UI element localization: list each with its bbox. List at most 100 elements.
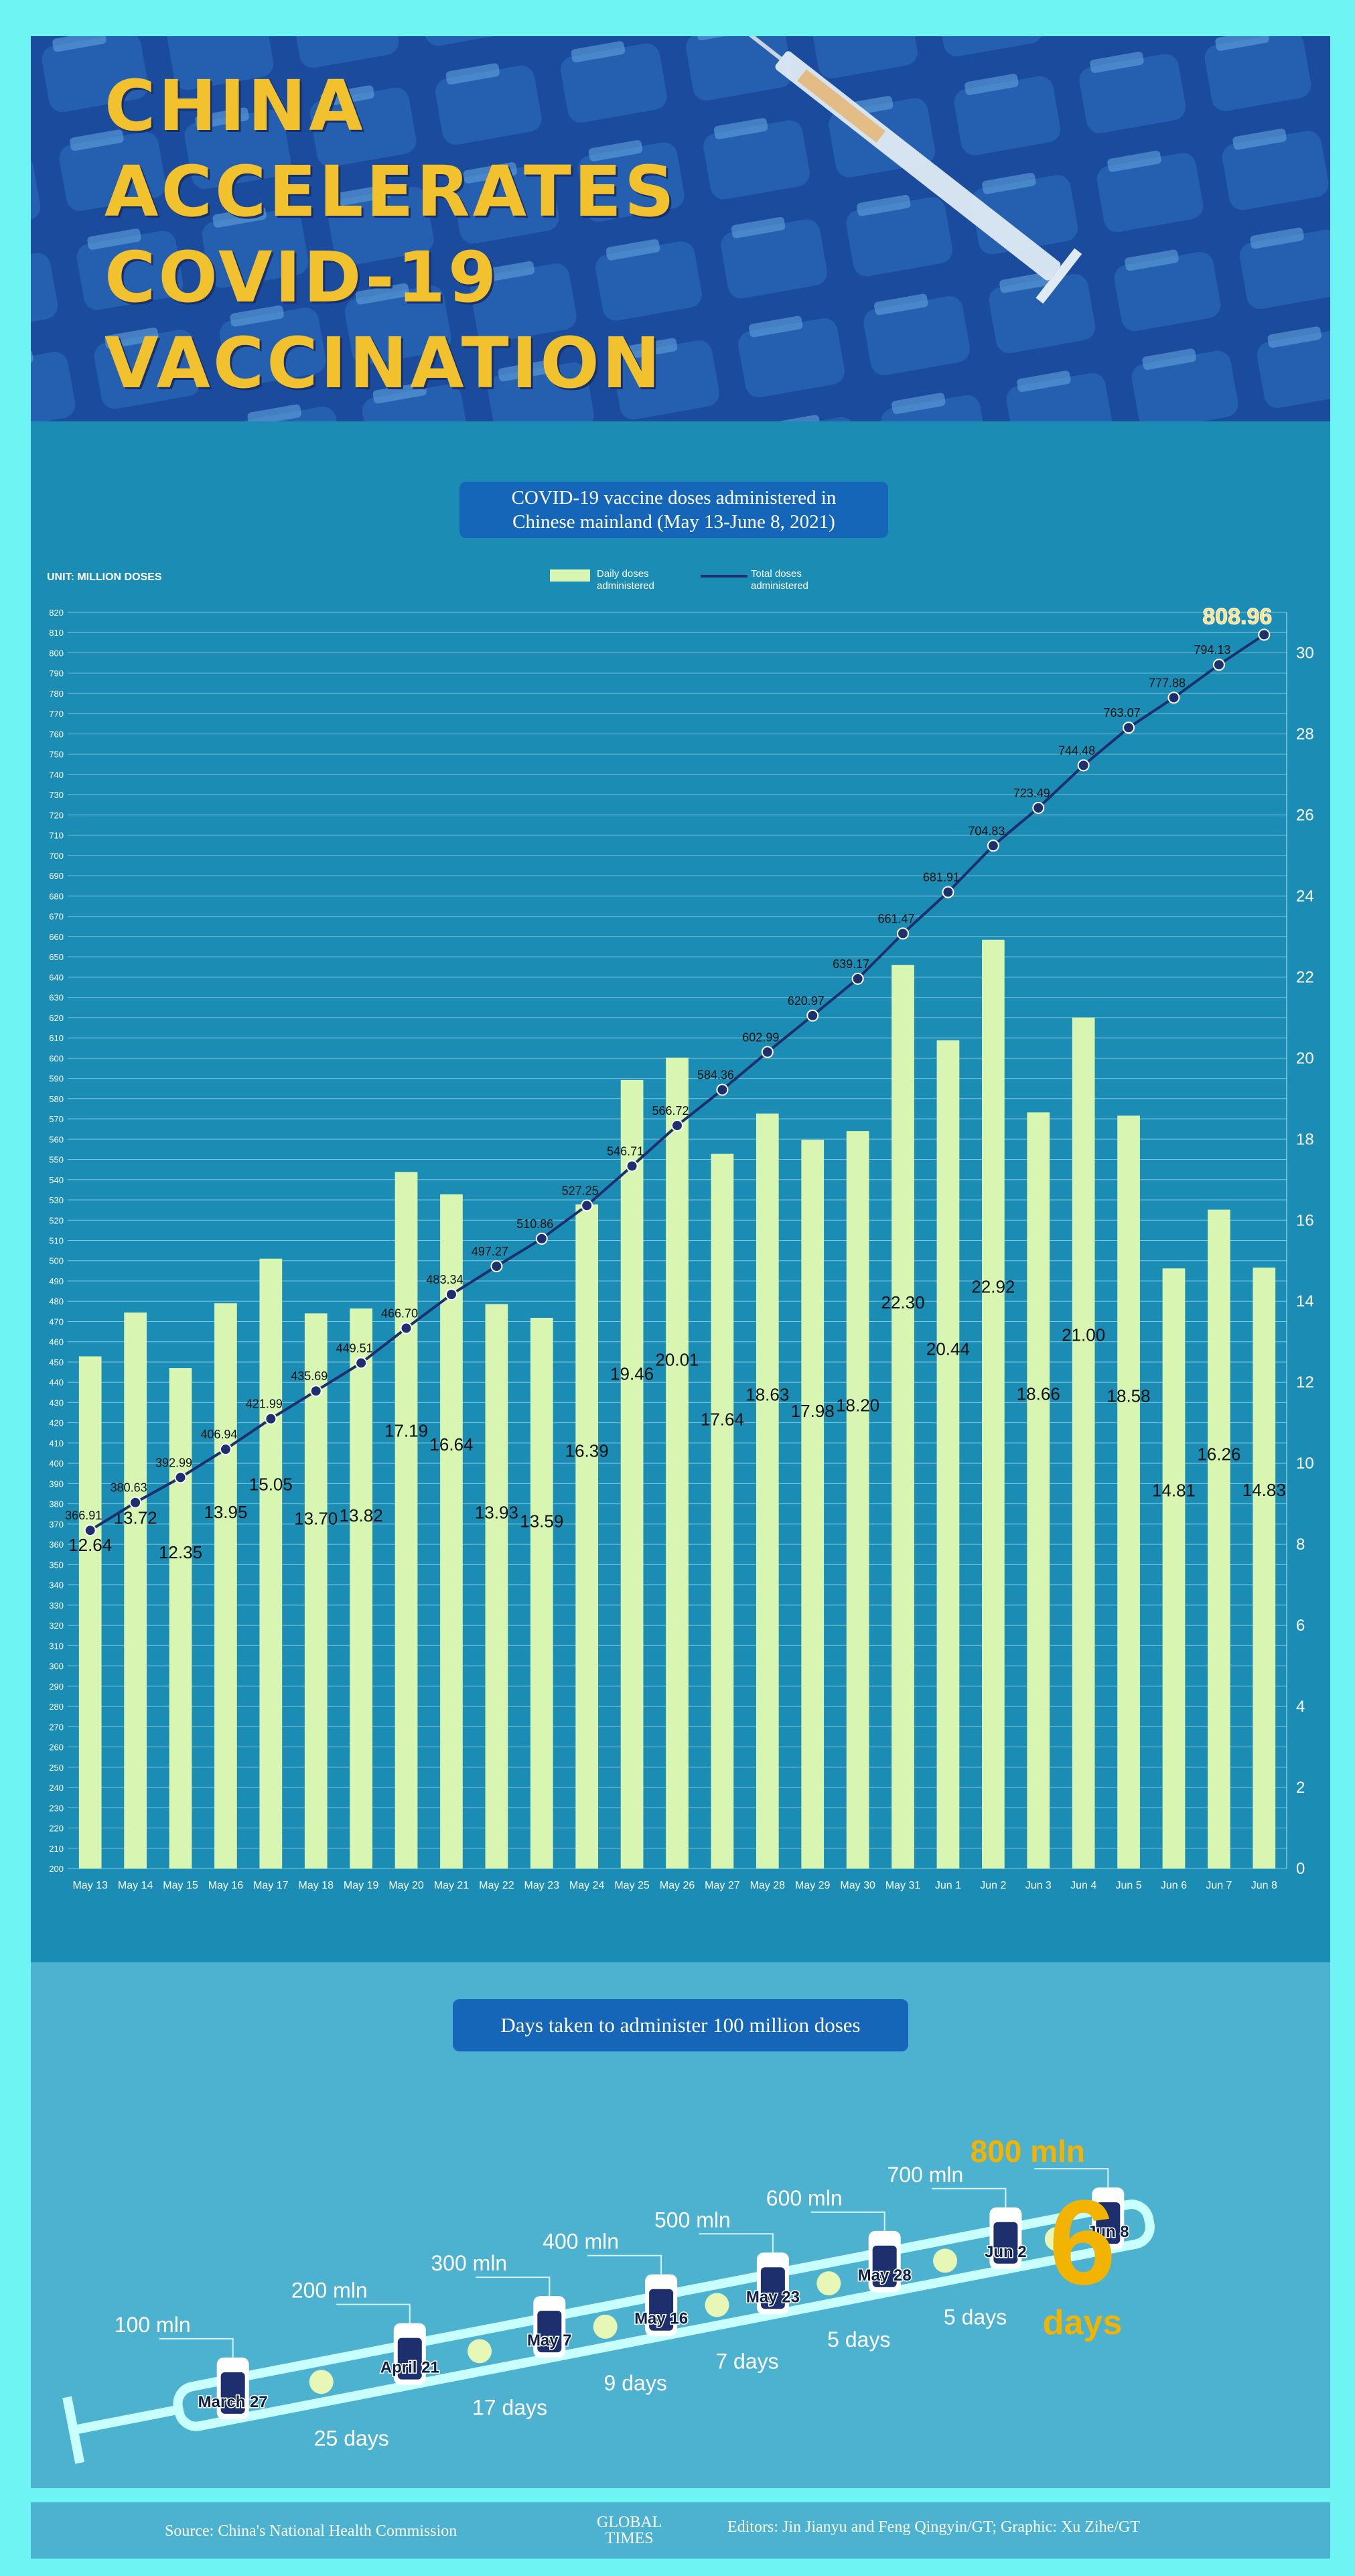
x-tick-label: May 14 xyxy=(118,1880,153,1891)
syringe-icon xyxy=(737,36,1082,304)
left-tick-label: 320 xyxy=(49,1621,64,1631)
left-tick-label: 450 xyxy=(49,1357,64,1367)
daily-value-label: 18.63 xyxy=(745,1384,789,1404)
amount-leader-line xyxy=(476,2277,551,2297)
left-tick-label: 720 xyxy=(49,810,64,820)
total-point xyxy=(851,972,864,985)
daily-value-label: 13.95 xyxy=(204,1502,247,1522)
daily-value-label: 21.00 xyxy=(1062,1325,1105,1345)
left-tick-label: 700 xyxy=(49,851,64,861)
x-tick-label: Jun 5 xyxy=(1116,1880,1142,1891)
daily-value-label: 16.64 xyxy=(429,1434,473,1454)
total-point xyxy=(174,1471,187,1484)
source-text: Source: China's National Health Commissi… xyxy=(165,2522,457,2540)
total-value-label: 584.36 xyxy=(697,1069,734,1082)
total-value-label: 366.91 xyxy=(65,1509,102,1522)
total-highlight-label: 808.96 xyxy=(1202,604,1272,629)
total-point xyxy=(265,1412,277,1425)
total-point xyxy=(355,1357,368,1369)
left-tick-label: 430 xyxy=(49,1398,64,1408)
left-tick-label: 550 xyxy=(49,1155,64,1165)
daily-value-label: 14.81 xyxy=(1152,1481,1196,1501)
daily-value-label: 16.26 xyxy=(1197,1444,1240,1464)
amount-leader-line xyxy=(587,2254,662,2275)
daily-value-label: 17.19 xyxy=(384,1420,428,1440)
vial-fill xyxy=(760,2267,785,2309)
left-tick-label: 570 xyxy=(49,1114,64,1124)
total-point xyxy=(219,1443,232,1456)
daily-bar xyxy=(1253,1268,1276,1869)
total-value-label: 661.47 xyxy=(878,912,915,925)
amount-leader-line xyxy=(1034,2168,1109,2188)
total-value-label: 449.51 xyxy=(336,1341,373,1355)
right-tick-label: 20 xyxy=(1296,1049,1314,1067)
vial-fill xyxy=(993,2222,1018,2264)
x-tick-label: May 18 xyxy=(299,1880,334,1891)
legend-line-swatch xyxy=(701,575,747,578)
left-tick-label: 640 xyxy=(49,972,64,982)
right-tick-label: 14 xyxy=(1296,1292,1314,1310)
daily-bar xyxy=(1117,1115,1140,1869)
logo-line: GLOBAL xyxy=(597,2514,662,2531)
daily-value-label: 20.44 xyxy=(926,1339,970,1359)
x-tick-label: May 31 xyxy=(885,1880,921,1891)
doses-chart: 2002102202302402502602702802903003103203… xyxy=(49,604,1314,1891)
left-tick-label: 560 xyxy=(49,1134,64,1144)
left-tick-label: 610 xyxy=(49,1033,64,1043)
interval-label: 7 days xyxy=(715,2350,778,2374)
x-tick-label: May 17 xyxy=(253,1880,289,1891)
interval-dot xyxy=(593,2314,618,2339)
total-value-label: 777.88 xyxy=(1149,676,1186,689)
right-tick-label: 18 xyxy=(1296,1130,1314,1148)
total-point xyxy=(1212,659,1225,671)
hero-title-line: ACCELERATES xyxy=(104,151,677,232)
left-tick-label: 820 xyxy=(49,608,64,618)
left-tick-label: 510 xyxy=(49,1236,64,1246)
left-tick-label: 420 xyxy=(49,1418,64,1428)
left-tick-label: 380 xyxy=(49,1499,64,1509)
left-tick-label: 480 xyxy=(49,1296,64,1306)
final-interval-unit: days xyxy=(1043,2303,1123,2342)
global-times-logo: GLOBAL TIMES xyxy=(597,2514,662,2547)
daily-bar xyxy=(124,1312,147,1869)
interval-label: 25 days xyxy=(314,2426,389,2450)
editors-text: Editors: Jin Jianyu and Feng Qingyin/GT;… xyxy=(727,2518,1140,2536)
total-point xyxy=(626,1160,638,1172)
total-point xyxy=(1123,722,1135,734)
daily-value-label: 12.35 xyxy=(159,1542,202,1562)
daily-value-label: 19.46 xyxy=(610,1363,654,1383)
total-value-label: 510.86 xyxy=(516,1217,553,1231)
left-tick-label: 390 xyxy=(49,1479,64,1489)
left-tick-label: 630 xyxy=(49,993,64,1003)
amount-leader-line xyxy=(810,2211,885,2231)
total-value-label: 406.94 xyxy=(200,1428,237,1441)
right-tick-label: 12 xyxy=(1296,1373,1314,1392)
hero-background-pattern xyxy=(31,36,1330,421)
left-tick-label: 680 xyxy=(49,891,64,901)
daily-value-label: 13.93 xyxy=(475,1503,518,1523)
x-tick-label: May 25 xyxy=(614,1880,650,1891)
right-tick-label: 2 xyxy=(1296,1779,1305,1797)
right-tick-label: 4 xyxy=(1296,1698,1305,1716)
total-point xyxy=(761,1046,774,1059)
daily-value-label: 17.64 xyxy=(701,1410,744,1430)
daily-bar xyxy=(530,1318,553,1869)
daily-bar xyxy=(485,1304,508,1869)
left-tick-label: 750 xyxy=(49,750,64,760)
vial-fill xyxy=(649,2289,674,2331)
hero-banner: CHINA ACCELERATES COVID-19 VACCINATION xyxy=(31,36,1330,421)
total-point xyxy=(897,927,910,940)
left-tick-label: 620 xyxy=(49,1013,64,1023)
x-tick-label: May 15 xyxy=(163,1880,198,1891)
daily-bar xyxy=(711,1154,734,1869)
left-tick-label: 280 xyxy=(49,1702,64,1712)
total-value-label: 566.72 xyxy=(652,1104,689,1117)
vial-fill xyxy=(1096,2202,1121,2244)
total-point xyxy=(1258,628,1271,641)
left-tick-label: 230 xyxy=(49,1803,64,1813)
x-tick-label: Jun 8 xyxy=(1251,1880,1277,1891)
syringe-handle xyxy=(62,2396,85,2464)
left-tick-label: 200 xyxy=(49,1864,64,1874)
left-tick-label: 330 xyxy=(49,1601,64,1611)
total-value-label: 744.48 xyxy=(1058,744,1095,757)
